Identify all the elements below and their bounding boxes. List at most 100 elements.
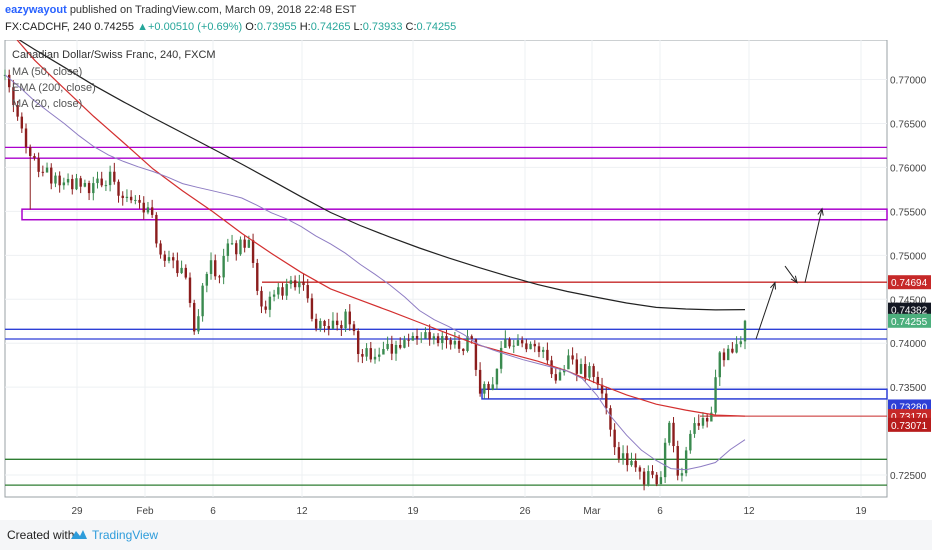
candle-body (378, 354, 381, 357)
candle-body (12, 87, 15, 106)
candle-body (697, 423, 700, 426)
candle-body (331, 320, 335, 329)
price-label-text: 0.74694 (891, 278, 928, 289)
candle-body (176, 260, 179, 274)
candle-body (92, 183, 95, 194)
candle-body (260, 290, 263, 307)
ma50-line (16, 40, 746, 417)
candle-body (596, 376, 600, 385)
candle-body (277, 287, 280, 295)
projection-arrow-head (770, 281, 776, 290)
candle-body (356, 331, 360, 355)
candle-body (420, 338, 423, 340)
candle-body (558, 372, 562, 381)
candle-body (58, 175, 61, 186)
candle-body (319, 320, 322, 329)
author-link[interactable]: eazywayout (5, 4, 67, 16)
high-label: H: (299, 21, 311, 33)
candle-body (449, 340, 452, 345)
candle-body (96, 178, 99, 184)
candle-body (705, 417, 709, 422)
candle-body (365, 348, 368, 357)
candle-body (113, 171, 116, 182)
y-tick-label: 0.76000 (890, 163, 927, 174)
candle-body (394, 344, 398, 354)
candle-body (453, 341, 457, 345)
candle-body (285, 284, 288, 296)
candle-body (226, 243, 230, 256)
candle-body (432, 336, 436, 340)
price-chart[interactable]: 0.77000 0.76500 0.76000 0.75500 0.75000 0.745… (0, 40, 932, 520)
price-label-text: 0.73170 (891, 412, 928, 423)
candle-body (626, 453, 629, 466)
y-tick-label: 0.76500 (890, 119, 927, 130)
price-label-text: 0.73280 (891, 402, 928, 413)
price-label-text: 0.73071 (891, 421, 928, 432)
candle-body (655, 474, 658, 485)
candle-body (54, 175, 57, 184)
y-tick-label: 0.75000 (890, 251, 927, 262)
low-value: 0.73933 (362, 21, 403, 33)
candle-body (457, 341, 461, 349)
open-value: 0.73955 (256, 21, 297, 33)
candle-body (209, 260, 213, 274)
candle-body (184, 267, 187, 278)
candle-body (701, 417, 705, 426)
candle-body (424, 332, 427, 339)
candle-body (592, 366, 595, 377)
candle-body (201, 285, 204, 317)
y-tick-label: 0.72500 (890, 471, 927, 482)
x-tick-label: 12 (743, 506, 755, 517)
zone-box (21, 208, 888, 221)
candle-body (504, 339, 507, 348)
candle-body (483, 383, 486, 394)
candle-body (533, 343, 536, 347)
publish-text: published on TradingView.com, March 09, … (69, 4, 357, 16)
projection-arrow (784, 265, 798, 283)
candle-body (180, 267, 183, 274)
candle-body (20, 116, 24, 129)
price-label-box (888, 302, 931, 317)
candle-body (411, 335, 415, 341)
tradingview-logo-icon[interactable] (70, 527, 88, 541)
candle-body (66, 178, 70, 183)
candle-body (630, 460, 633, 466)
candle-body (327, 325, 330, 329)
candle-body (125, 196, 129, 199)
ema200-line (18, 40, 746, 311)
candle-body (689, 433, 692, 451)
candle-body (651, 471, 654, 475)
candle-body (554, 374, 557, 381)
candle-body (193, 302, 196, 332)
zone-box (481, 388, 888, 400)
open-label: O: (245, 21, 257, 33)
candle-body (470, 336, 473, 340)
candle-body (361, 354, 364, 357)
candle-body (41, 171, 45, 173)
candle-body (71, 178, 74, 190)
candle-body (50, 167, 53, 184)
candle-body (474, 339, 478, 370)
candle-body (235, 243, 238, 255)
price-label-text: 0.74255 (891, 317, 928, 328)
candle-body (117, 181, 120, 196)
candle-body (382, 349, 385, 355)
tradingview-link[interactable]: TradingView (92, 528, 159, 542)
price-label-box (888, 275, 931, 290)
projection-arrow (804, 208, 823, 283)
candle-body (272, 294, 276, 297)
candle-body (466, 336, 469, 352)
candle-body (714, 377, 717, 413)
x-tick-label: 6 (657, 506, 663, 517)
symbol-label[interactable]: FX:CADCHF, 240 (5, 21, 92, 33)
candle-body (16, 105, 19, 117)
low-label: L: (353, 21, 363, 33)
candle-body (335, 320, 339, 326)
candle-body (230, 243, 234, 245)
footer-bar: Created with TradingView (0, 520, 932, 550)
candle-body (256, 262, 259, 291)
y-tick-label: 0.77000 (890, 76, 927, 87)
candle-body (79, 178, 82, 187)
candle-body (588, 366, 591, 378)
candle-body (62, 182, 66, 186)
